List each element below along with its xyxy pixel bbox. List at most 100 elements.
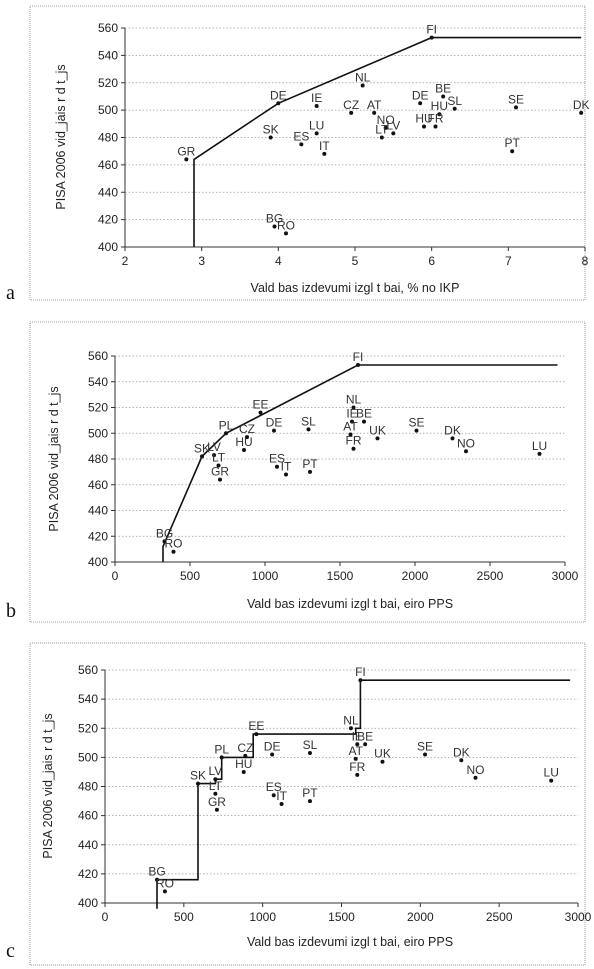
data-point-sl [307, 751, 312, 756]
data-label-ie: IE [346, 407, 357, 421]
y-tick-label: 480 [78, 780, 98, 794]
data-label-no: NO [457, 436, 475, 450]
data-label-es: ES [266, 780, 282, 794]
data-label-pt: PT [302, 457, 318, 471]
data-label-hu: HU [235, 757, 252, 771]
data-label-no: NO [467, 763, 485, 777]
data-point-dk [459, 758, 464, 763]
data-label-de: DE [266, 416, 283, 430]
y-tick-label: 500 [98, 103, 118, 117]
data-point-hu [437, 112, 442, 117]
y-axis-title: PISA 2006 vid_jais r d t_js [47, 386, 61, 531]
data-label-lt: LT [375, 123, 389, 137]
y-tick-label: 500 [78, 750, 98, 764]
y-tick-label: 540 [78, 692, 98, 706]
data-point-at [348, 432, 353, 437]
y-tick-label: 400 [98, 240, 118, 254]
data-point-nl [360, 83, 365, 88]
y-tick-label: 540 [98, 48, 118, 62]
data-label-es: ES [269, 452, 285, 466]
chart-panel-a: 400 420 440 460 480 500 520 540 560 2 3 4 5 6 7 8 Vald b… [29, 5, 590, 301]
data-point-lu [549, 778, 554, 783]
data-point-no [464, 449, 468, 454]
data-label-sl: SL [301, 414, 316, 428]
data-point-fr [433, 124, 438, 129]
chart-panel-b: 400 420 440 460 480 500 520 540 560 0 500 1000 1500 2… [29, 321, 586, 623]
data-point-es [299, 142, 304, 147]
data-point-fr [351, 446, 356, 451]
data-point-cz [349, 110, 354, 115]
data-label-dk: DK [444, 423, 461, 437]
y-tick-label: 500 [88, 426, 108, 440]
data-point-sk [196, 781, 201, 786]
data-point-nl [348, 726, 353, 731]
data-point-de [418, 101, 423, 106]
data-point-fr [355, 772, 360, 777]
data-label-pl: PL [214, 742, 229, 756]
x-tick-label: 3000 [552, 569, 579, 583]
data-label-ro: RO [165, 537, 183, 551]
x-tick-label: 4 [275, 254, 282, 268]
x-tick-label: 3000 [565, 910, 592, 924]
data-point-be [363, 742, 368, 747]
data-point-pl [224, 431, 228, 436]
y-axis-title: PISA 2006 vid_jais r d t_js [54, 64, 68, 209]
data-label-ie: IE [311, 91, 322, 105]
chart-frame [29, 5, 586, 301]
data-point-lu [537, 451, 542, 456]
data-point-de [272, 428, 276, 433]
y-tick-label: 420 [78, 867, 98, 881]
data-point-at [372, 110, 377, 115]
y-tick-label: 520 [78, 721, 98, 735]
data-label-lv: LV [208, 764, 222, 778]
data-point-be [441, 94, 446, 99]
data-point-hu [241, 769, 246, 774]
data-label-ie: IE [352, 729, 363, 743]
y-axis-title: PISA 2006 vid_jais r d t_js [41, 713, 55, 858]
data-label-se: SE [508, 92, 524, 106]
data-point-nl [351, 405, 356, 410]
data-label-dk: DK [453, 745, 470, 759]
x-tick-label: 1000 [252, 569, 279, 583]
data-label-sk: SK [263, 123, 279, 137]
data-point-cz [245, 435, 249, 440]
data-point-bg [162, 539, 167, 544]
y-tick-label: 420 [98, 213, 118, 227]
data-label-nl: NL [343, 713, 359, 727]
data-point-sl [306, 427, 311, 432]
data-label-at: AT [343, 420, 358, 434]
y-tick-label: 440 [78, 838, 98, 852]
data-point-es [271, 793, 276, 798]
data-label-fr: FR [349, 760, 365, 774]
data-point-ro [284, 231, 288, 236]
data-point-cz [243, 753, 248, 758]
data-point-lu [314, 131, 319, 136]
data-label-ro: RO [156, 876, 174, 890]
data-label-hu: HU [235, 435, 252, 449]
data-label-fr: FR [346, 434, 362, 448]
x-tick-label: 500 [174, 910, 194, 924]
x-tick-label: 3 [198, 254, 205, 268]
data-label-bg: BG [148, 865, 165, 879]
data-label-sl: SL [303, 738, 318, 752]
data-point-ie [314, 104, 319, 109]
data-point-ee [258, 410, 263, 415]
data-point-se [414, 428, 419, 433]
chart-panel-c: 400 420 440 460 480 500 520 540 560 0 500 1000 1500 2… [29, 642, 592, 966]
data-point-es [275, 464, 279, 469]
y-tick-label: 460 [88, 478, 108, 492]
x-tick-label: 500 [180, 569, 200, 583]
data-label-at: AT [367, 98, 382, 112]
x-tick-label: 2500 [486, 910, 513, 924]
data-label-nl: NL [355, 70, 371, 84]
data-label-nl: NL [346, 393, 362, 407]
data-label-gr: GR [177, 144, 195, 158]
data-point-lv [391, 131, 396, 136]
data-point-gr [184, 157, 189, 162]
data-label-fi: FI [353, 350, 364, 364]
frontier-line [193, 36, 582, 247]
data-label-lt: LT [212, 450, 226, 464]
data-label-at: AT [348, 744, 363, 758]
data-label-it: IT [319, 139, 330, 153]
panel-label-a: a [6, 282, 15, 304]
